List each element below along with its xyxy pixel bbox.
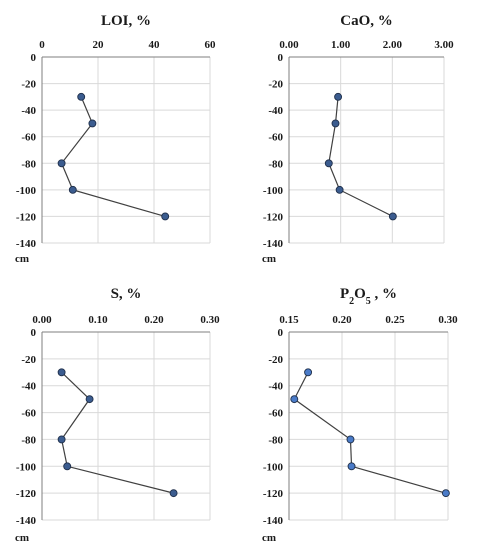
chart-title-part: , % [371, 286, 397, 302]
data-point [68, 185, 77, 194]
data-point [77, 92, 86, 101]
y-unit-label: cm [262, 532, 276, 544]
x-tick-label: 40 [149, 39, 161, 51]
x-tick-label: 0.20 [332, 314, 352, 326]
y-tick-label: -140 [16, 515, 37, 527]
y-tick-label: 0 [278, 52, 284, 64]
chart-panel-4: P2O5 , % 0.15 0.20 0.25 0.30 0 -20 -40 -60 -80 -10… [262, 286, 458, 544]
y-tick-label: -80 [268, 158, 283, 170]
y-tick-label: -140 [263, 238, 284, 250]
series-line [60, 96, 166, 218]
chart-title: P2O5 , % [340, 286, 397, 307]
y-tick-label: -60 [21, 132, 36, 144]
x-tick-label: 60 [205, 39, 217, 51]
data-point [169, 489, 178, 498]
y-tick-label: 0 [278, 327, 284, 339]
data-point [441, 489, 450, 498]
y-tick-label: -100 [16, 185, 37, 197]
chart-panel-1: LOI, % 0 20 40 60 0 -20 -40 -60 -80 -100 -120 -140 cm [15, 13, 216, 265]
data-point [347, 462, 356, 471]
x-tick-label: 0.10 [88, 314, 108, 326]
data-point [57, 159, 66, 168]
series-line [328, 96, 394, 217]
chart-panel-3: S, % 0.00 0.10 0.20 0.30 0 -20 -40 -60 -80 -100 -12… [15, 286, 220, 544]
y-unit-label: cm [15, 253, 29, 265]
y-tick-label: -40 [268, 381, 283, 393]
x-tick-label: 0.00 [32, 314, 52, 326]
data-point [388, 212, 397, 221]
data-point [304, 368, 313, 377]
x-tick-label: 0.00 [279, 39, 299, 51]
chart-title: S, % [111, 286, 142, 302]
y-tick-label: -120 [16, 488, 37, 500]
data-point [346, 435, 355, 444]
y-tick-label: -100 [263, 461, 284, 473]
data-point [57, 368, 66, 377]
y-tick-label: -120 [16, 211, 37, 223]
data-point [85, 395, 94, 404]
y-tick-label: -40 [21, 105, 36, 117]
x-tick-label: 0 [39, 39, 45, 51]
x-tick-label: 0.25 [385, 314, 405, 326]
chart-panel-2: CaO, % 0.00 1.00 2.00 3.00 0 -20 -40 -60 -80 -100 -… [262, 13, 454, 265]
chart-title: CaO, % [340, 13, 393, 29]
y-tick-label: -40 [268, 105, 283, 117]
chart-title-part: P [340, 286, 349, 302]
x-tick-label: 20 [93, 39, 105, 51]
series-line [293, 372, 447, 494]
data-point [57, 435, 66, 444]
y-tick-label: -140 [16, 238, 37, 250]
data-point [331, 119, 340, 128]
data-point [88, 119, 97, 128]
series-line [60, 371, 174, 494]
chart-title-part: O [354, 286, 366, 302]
x-tick-label: 0.30 [438, 314, 458, 326]
y-tick-label: 0 [31, 327, 37, 339]
y-tick-label: -60 [21, 408, 36, 420]
x-tick-label: 1.00 [331, 39, 351, 51]
y-tick-label: -40 [21, 381, 36, 393]
x-tick-label: 0.30 [200, 314, 220, 326]
y-tick-label: -80 [21, 158, 36, 170]
data-point [335, 185, 344, 194]
y-tick-label: -20 [21, 354, 36, 366]
y-unit-label: cm [262, 253, 276, 265]
chart-title: LOI, % [101, 13, 151, 29]
data-point [63, 462, 72, 471]
chart-title-part: 2 [349, 296, 354, 307]
y-tick-label: -80 [268, 434, 283, 446]
y-tick-label: -120 [263, 211, 284, 223]
y-tick-label: -120 [263, 488, 284, 500]
chart-title-part: 5 [366, 296, 371, 307]
y-tick-label: -80 [21, 434, 36, 446]
x-tick-label: 0.20 [144, 314, 164, 326]
y-tick-label: -100 [263, 185, 284, 197]
x-tick-label: 2.00 [383, 39, 403, 51]
y-tick-label: 0 [31, 52, 37, 64]
x-tick-label: 3.00 [434, 39, 454, 51]
data-point [324, 159, 333, 168]
y-tick-label: -20 [268, 354, 283, 366]
data-point [334, 92, 343, 101]
y-tick-label: -100 [16, 461, 37, 473]
y-unit-label: cm [15, 532, 29, 544]
y-tick-label: -20 [21, 79, 36, 91]
y-tick-label: -60 [268, 132, 283, 144]
data-point [290, 395, 299, 404]
x-tick-label: 0.15 [279, 314, 299, 326]
data-point [161, 212, 170, 221]
y-tick-label: -140 [263, 515, 284, 527]
y-tick-label: -60 [268, 408, 283, 420]
y-tick-label: -20 [268, 79, 283, 91]
